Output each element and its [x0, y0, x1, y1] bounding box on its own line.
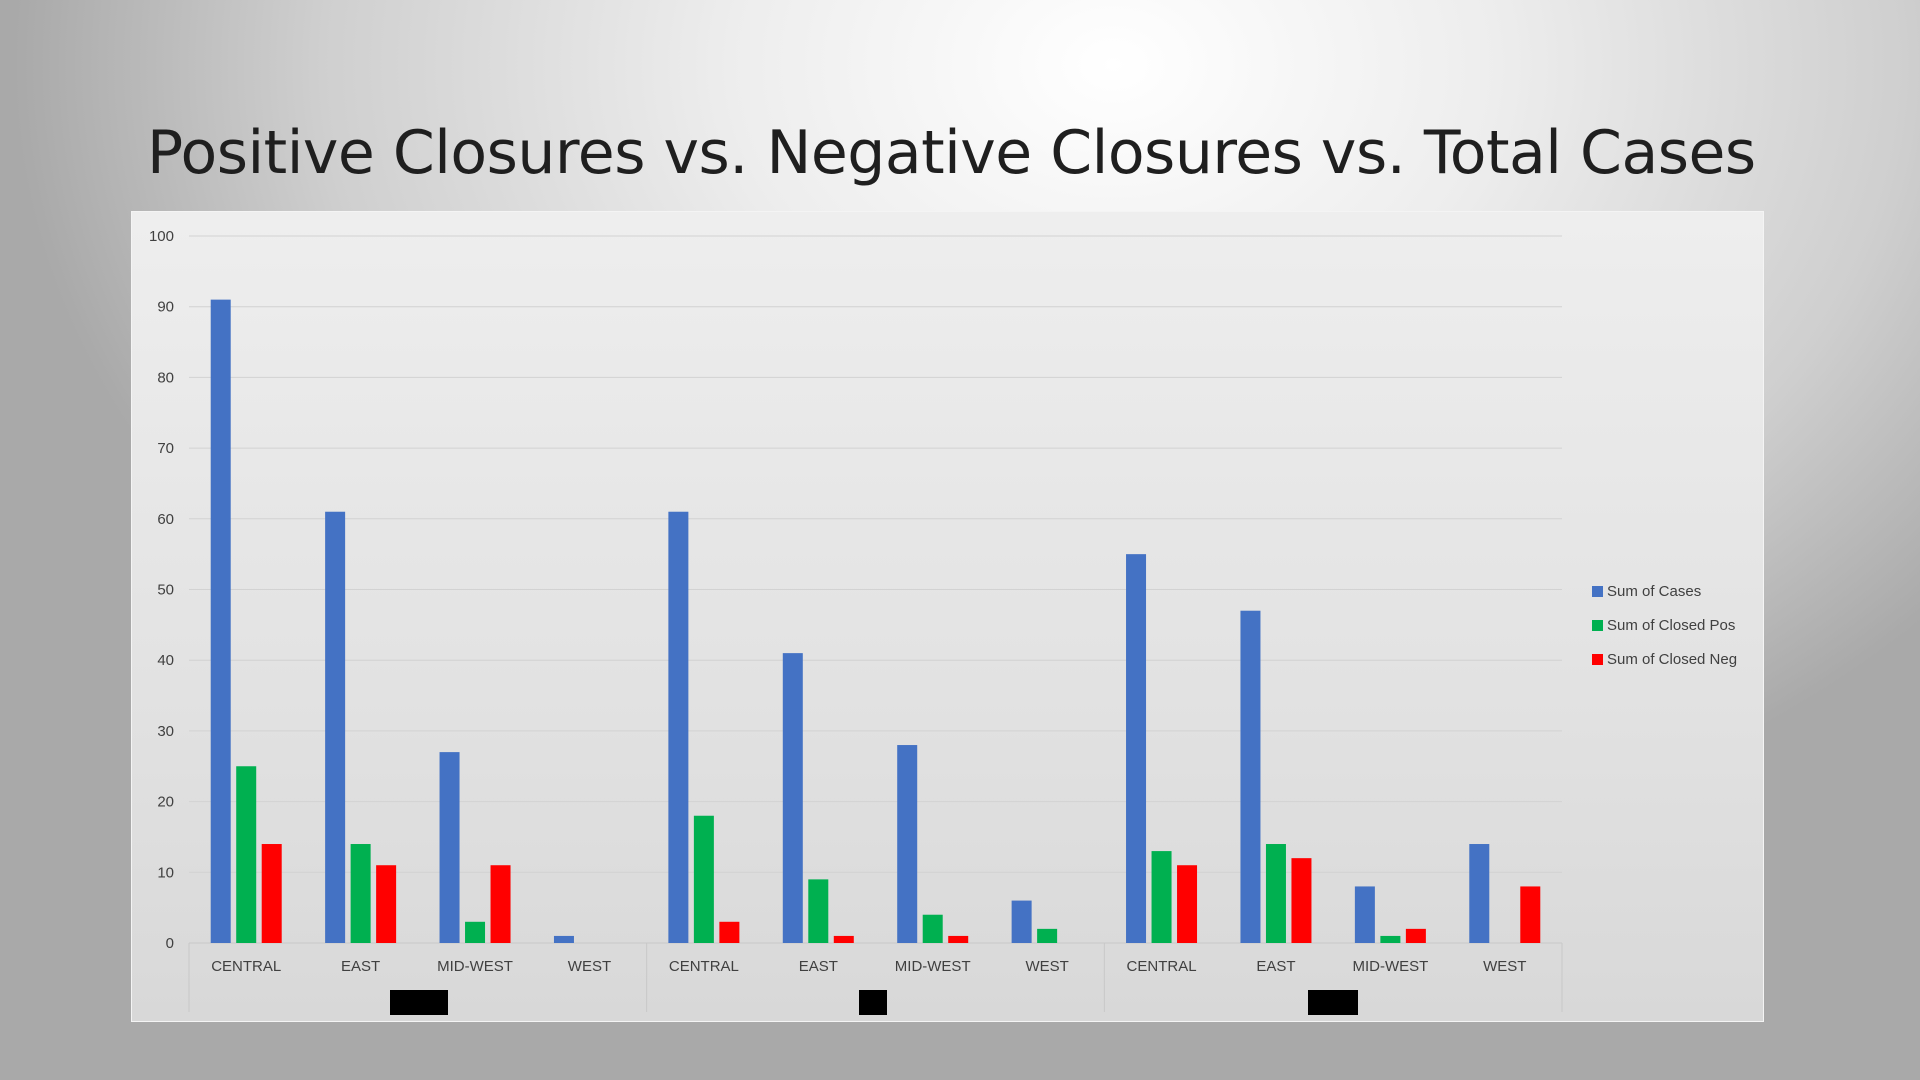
y-tick-label: 20: [157, 794, 174, 811]
x-tick-label: CENTRAL: [1127, 958, 1197, 975]
bar: [1520, 886, 1541, 943]
x-tick-label: EAST: [341, 958, 380, 975]
bar: [1291, 858, 1312, 943]
bar: [553, 935, 574, 943]
legend-label: Sum of Cases: [1607, 582, 1702, 600]
bar: [1240, 610, 1261, 943]
group-label-redaction: [390, 990, 448, 1015]
bar: [439, 752, 460, 943]
bar: [236, 766, 257, 943]
bar: [1265, 844, 1286, 943]
legend-item-closed-neg: Sum of Closed Neg: [1592, 642, 1737, 676]
bar: [1469, 844, 1490, 943]
y-tick-label: 90: [157, 299, 174, 316]
bar: [490, 865, 511, 943]
x-tick-label: MID-WEST: [1352, 958, 1428, 975]
x-tick-label: EAST: [1256, 958, 1295, 975]
bar: [261, 844, 282, 943]
bar: [1151, 851, 1172, 943]
bar: [897, 745, 918, 943]
y-tick-label: 40: [157, 652, 174, 669]
bar: [1405, 928, 1426, 943]
y-tick-label: 0: [166, 935, 174, 952]
group-label-redaction: [1308, 990, 1358, 1015]
y-tick-label: 100: [149, 228, 174, 245]
x-tick-label: WEST: [1483, 958, 1526, 975]
legend-swatch-closed-neg: [1592, 653, 1603, 665]
y-tick-label: 80: [157, 369, 174, 386]
legend-label: Sum of Closed Pos: [1607, 616, 1736, 634]
x-tick-label: WEST: [1025, 958, 1068, 975]
bar: [325, 511, 346, 943]
x-tick-label: MID-WEST: [895, 958, 971, 975]
legend-item-cases: Sum of Cases: [1592, 574, 1737, 608]
chart-plot: 0 10 20 30 40 50 60 70 80 90 100 CENTRAL EAST MID-WE…: [149, 228, 1563, 1015]
chart-area: 0 10 20 30 40 50 60 70 80 90 100 CENTRAL EAST MID-WE…: [131, 211, 1764, 1022]
legend-label: Sum of Closed Neg: [1607, 650, 1738, 668]
x-tick-label: CENTRAL: [669, 958, 739, 975]
bar: [922, 914, 943, 943]
bar: [1011, 900, 1032, 943]
bar: [1354, 886, 1375, 943]
bar: [1126, 554, 1147, 943]
bar: [350, 844, 371, 943]
legend-swatch-cases: [1592, 585, 1603, 597]
y-tick-label: 10: [157, 864, 174, 881]
bar: [782, 653, 803, 943]
group-label-redaction: [859, 990, 887, 1015]
bar: [693, 815, 714, 943]
bar: [833, 935, 854, 943]
bar: [948, 935, 969, 943]
y-tick-label: 50: [157, 582, 174, 599]
y-tick-label: 30: [157, 723, 174, 740]
bar: [376, 865, 397, 943]
x-tick-label: EAST: [799, 958, 838, 975]
bar: [668, 511, 689, 943]
legend-item-closed-pos: Sum of Closed Pos: [1592, 608, 1737, 642]
chart-title: Positive Closures vs. Negative Closures …: [147, 118, 1756, 188]
bar: [1177, 865, 1198, 943]
x-tick-label: CENTRAL: [211, 958, 281, 975]
bar: [210, 299, 231, 943]
y-tick-label: 60: [157, 511, 174, 528]
x-tick-label: MID-WEST: [437, 958, 513, 975]
bar: [719, 921, 740, 943]
bar: [465, 921, 486, 943]
x-tick-label: WEST: [568, 958, 611, 975]
bar: [808, 879, 829, 943]
bar: [1037, 928, 1058, 943]
y-tick-label: 70: [157, 440, 174, 457]
chart-legend: Sum of Cases Sum of Closed Pos Sum of Cl…: [1592, 574, 1737, 676]
bar: [1380, 935, 1401, 943]
legend-swatch-closed-pos: [1592, 619, 1603, 631]
